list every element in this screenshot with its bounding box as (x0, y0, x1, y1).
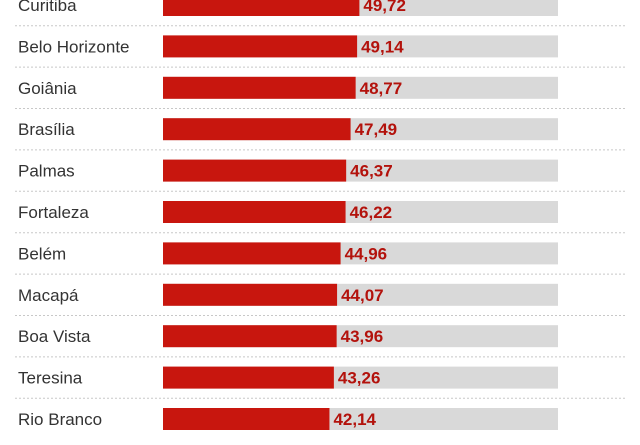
category-label: Teresina (18, 369, 83, 388)
value-bar (163, 242, 341, 265)
value-bar (163, 283, 338, 306)
value-label: 43,96 (341, 327, 384, 346)
value-label: 48,77 (360, 79, 403, 98)
value-label: 46,37 (350, 162, 393, 181)
value-label: 49,14 (361, 37, 404, 56)
category-label: Fortaleza (18, 203, 89, 222)
value-bar (163, 201, 346, 223)
value-bar (163, 325, 337, 348)
value-label: 47,49 (355, 120, 398, 139)
category-label: Rio Branco (18, 410, 102, 429)
value-label: 46,22 (350, 203, 393, 222)
value-bar (163, 35, 358, 58)
category-label: Brasília (18, 120, 75, 139)
value-label: 44,96 (345, 244, 388, 263)
value-bar (163, 366, 334, 389)
value-label: 43,26 (338, 369, 381, 388)
value-label: 49,72 (363, 0, 406, 15)
value-bar (163, 118, 351, 141)
category-label: Belém (18, 244, 66, 263)
category-label: Palmas (18, 162, 75, 181)
value-label: 42,14 (333, 410, 376, 429)
value-bar (163, 0, 360, 16)
value-label: 44,07 (341, 286, 384, 305)
value-bar (163, 159, 347, 182)
value-bar (163, 76, 356, 99)
category-label: Boa Vista (18, 327, 91, 346)
category-label: Macapá (18, 286, 79, 305)
value-bar (163, 408, 330, 430)
category-label: Curitiba (18, 0, 77, 15)
category-label: Belo Horizonte (18, 37, 130, 56)
category-label: Goiânia (18, 79, 77, 98)
